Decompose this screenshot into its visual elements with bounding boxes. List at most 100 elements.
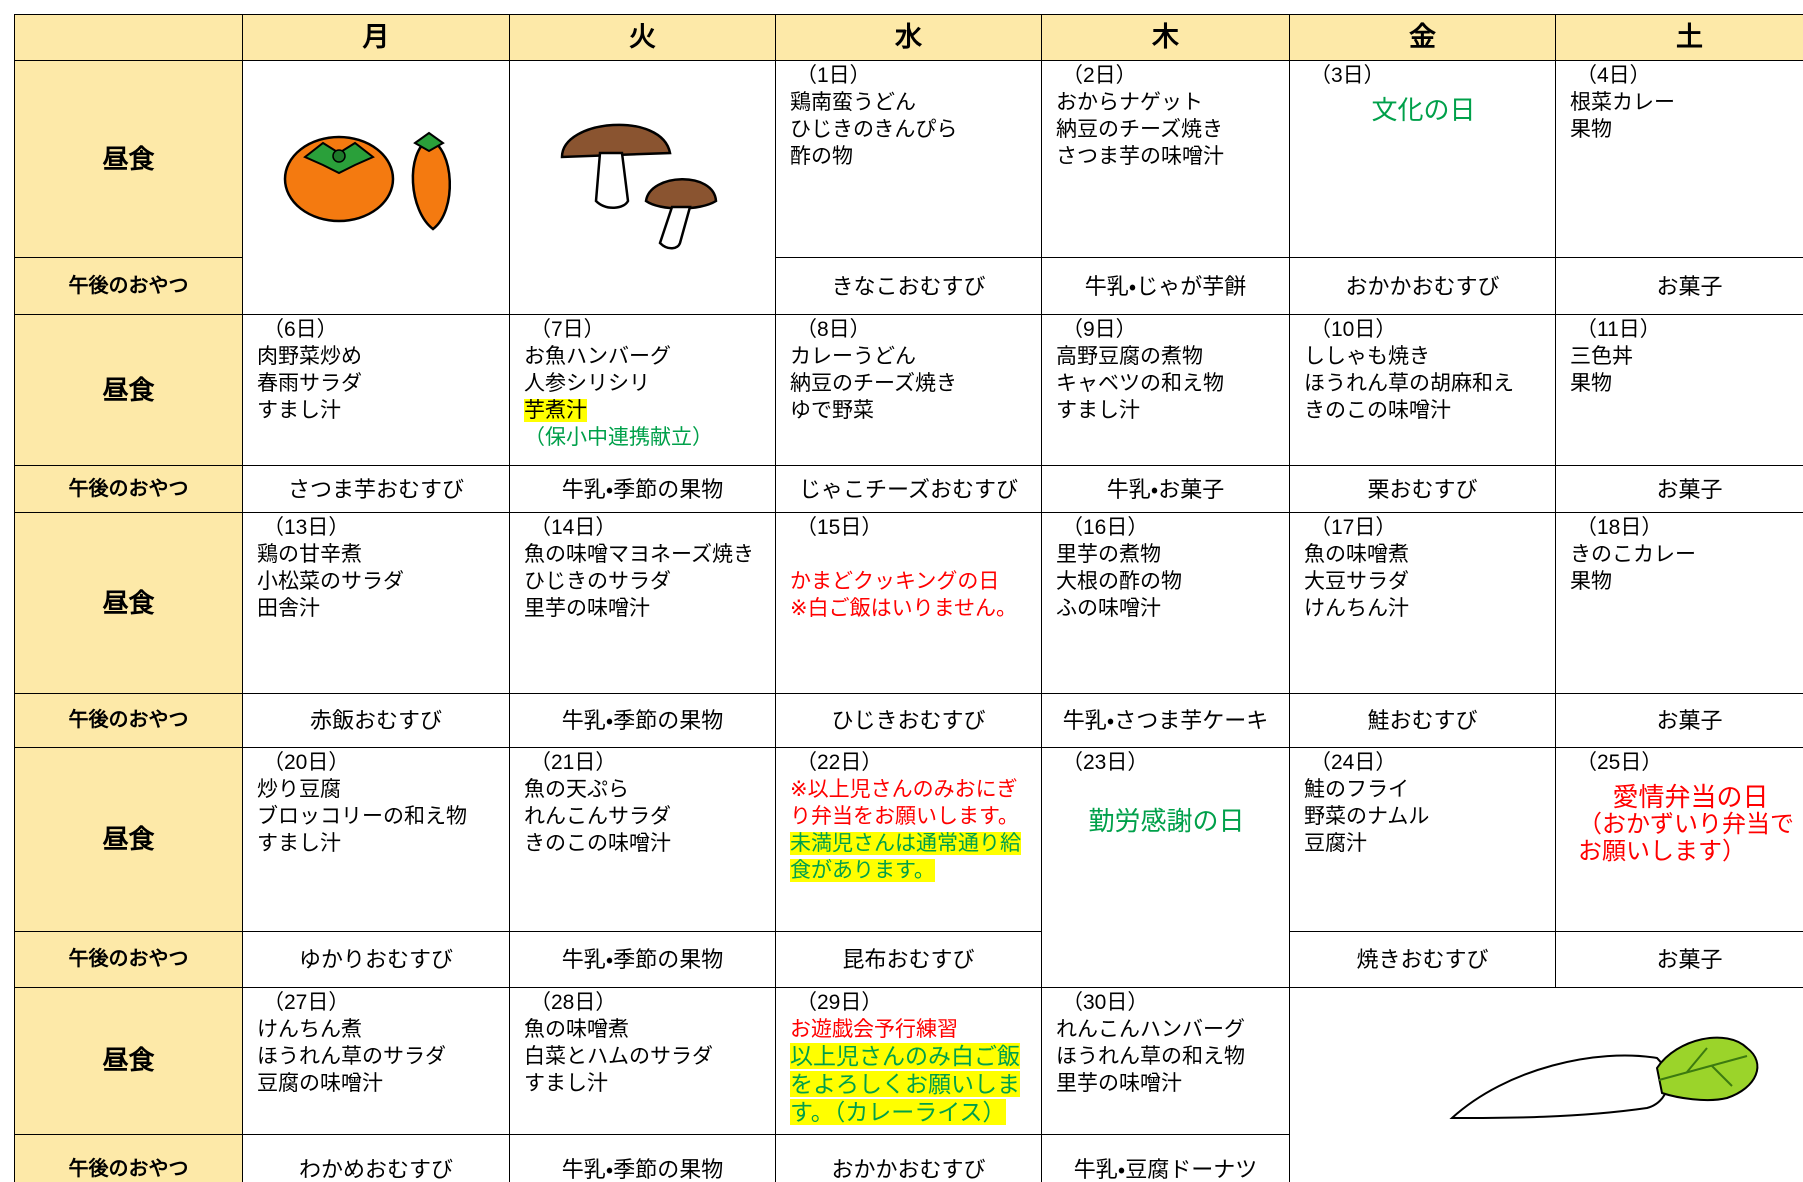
date: （29日） [796, 991, 883, 1014]
row-label: 昼食 [14, 747, 243, 932]
snack: 牛乳・季節の果物 [509, 1133, 776, 1182]
date: （25日） [1576, 751, 1663, 774]
mushroom-illustration [560, 123, 718, 250]
menu-item: おからナゲット [1056, 91, 1203, 114]
snack: 鮭おむすび [1289, 693, 1556, 748]
menu-item: 炒り豆腐 [257, 778, 341, 801]
menu-item: 魚の天ぷら [524, 778, 629, 801]
snack: 牛乳・さつま芋ケーキ [1041, 693, 1290, 748]
snack-row: 午後のおやつ わかめおむすび 牛乳・季節の果物 おかかおむすび 牛乳・豆腐ドーナ… [14, 1133, 1803, 1182]
menu-item: 肉野菜炒め [257, 345, 362, 368]
menu-item: きのこの味噌汁 [1304, 399, 1451, 422]
menu-item: 里芋の味噌汁 [524, 597, 650, 620]
snack: 牛乳・お菓子 [1041, 465, 1290, 513]
date: （17日） [1310, 516, 1397, 539]
menu-item: 白菜とハムのサラダ [524, 1045, 713, 1068]
holiday: 文化の日 [1371, 95, 1476, 125]
date: （30日） [1062, 991, 1149, 1014]
menu-note: かまどクッキングの日 [790, 570, 1000, 593]
row-label: 午後のおやつ [14, 931, 243, 988]
snack: 牛乳・じゃが芋餅 [1041, 257, 1290, 315]
menu-item: 魚の味噌煮 [1304, 543, 1409, 566]
snack: お菓子 [1555, 465, 1803, 513]
date: （2日） [1062, 64, 1137, 87]
menu-item: 納豆のチーズ焼き [790, 372, 957, 395]
menu-item: 三色丼 [1570, 345, 1633, 368]
menu-item: ひじきのきんぴら [790, 118, 958, 141]
menu-cell: （8日） カレーうどん 納豆のチーズ焼き ゆで野菜 [775, 314, 1042, 466]
day-header: 月 [242, 14, 510, 61]
menu-item: 田舎汁 [257, 597, 320, 620]
lunch-row: 昼食 （27日） けんちん煮 ほうれん草のサラダ 豆腐の味噌汁 （28日） 魚の… [14, 987, 1803, 1182]
menu-cell: （15日） かまどクッキングの日 ※白ご飯はいりません。 [775, 512, 1042, 694]
persimmon-illustration [283, 131, 452, 231]
image-cell [1289, 987, 1803, 1182]
date: （1日） [796, 64, 871, 87]
menu-item: すまし汁 [1056, 399, 1140, 422]
menu-item: 大豆サラダ [1304, 570, 1409, 593]
menu-item: 春雨サラダ [257, 372, 362, 395]
menu-item: 人参シリシリ [524, 372, 650, 395]
menu-item: 根菜カレー [1570, 91, 1675, 114]
menu-cell: （9日） 高野豆腐の煮物 キャベツの和え物 すまし汁 [1041, 314, 1290, 466]
date: （7日） [530, 318, 605, 341]
menu-cell: （25日） 愛情弁当の日 （おかずいり弁当でお願いします） [1555, 747, 1803, 932]
menu-note: （おかずいり弁当でお願いします） [1578, 811, 1794, 865]
menu-item: 高野豆腐の煮物 [1056, 345, 1203, 368]
date: （28日） [530, 991, 617, 1014]
row-label: 午後のおやつ [14, 693, 243, 748]
menu-cell: （20日） 炒り豆腐 ブロッコリーの和え物 すまし汁 [242, 747, 510, 932]
menu-item: 鮭のフライ [1304, 778, 1409, 801]
snack: 牛乳・豆腐ドーナツ [1041, 1133, 1290, 1182]
day-header: 木 [1041, 14, 1290, 61]
date: （27日） [263, 991, 350, 1014]
menu-item: ひじきのサラダ [524, 570, 671, 593]
image-cell [242, 60, 510, 315]
snack: 赤飯おむすび [242, 693, 510, 748]
date: （18日） [1576, 516, 1663, 539]
day-header: 土 [1555, 14, 1803, 61]
menu-item: 豆腐の味噌汁 [257, 1072, 383, 1095]
lunch-row: 昼食 （20日） 炒り豆腐 ブロッコリーの和え物 すまし汁 （21日） 魚の天ぷ… [14, 747, 1803, 988]
menu-item: 小松菜のサラダ [257, 570, 404, 593]
menu-note: お遊戯会予行練習 [790, 1018, 958, 1041]
date: （23日） [1062, 751, 1149, 774]
menu-item: 豆腐汁 [1304, 832, 1367, 855]
date: （24日） [1310, 751, 1397, 774]
menu-item: さつま芋の味噌汁 [1056, 145, 1224, 168]
holiday: 勤労感謝の日 [1088, 806, 1245, 836]
day-header: 金 [1289, 14, 1556, 61]
snack: ゆかりおむすび [242, 931, 510, 988]
snack: 牛乳・季節の果物 [509, 465, 776, 513]
menu-item: カレーうどん [790, 345, 916, 368]
menu-cell: （6日） 肉野菜炒め 春雨サラダ すまし汁 [242, 314, 510, 466]
menu-note: 以上児さんのみ白ご飯をよろしくお願いします。（カレーライス） [790, 1043, 1020, 1125]
menu-note: （保小中連携献立） [524, 426, 713, 449]
snack: お菓子 [1555, 257, 1803, 315]
snack: お菓子 [1555, 931, 1803, 988]
snack: お菓子 [1555, 693, 1803, 748]
menu-item: すまし汁 [524, 1072, 608, 1095]
menu-note: ※白ご飯はいりません。 [790, 597, 1017, 620]
menu-note: 愛情弁当の日 [1612, 782, 1769, 812]
row-label: 昼食 [14, 512, 243, 694]
date: （10日） [1310, 318, 1397, 341]
menu-item: ゆで野菜 [790, 399, 874, 422]
date: （21日） [530, 751, 617, 774]
lunch-row: 昼食 （1日） 鶏南蛮うどん ひじきのきんぴら 酢の物 （2日） おからナゲット… [14, 59, 1803, 315]
row-label: 昼食 [14, 59, 243, 259]
date: （4日） [1576, 64, 1651, 87]
menu-item: キャベツの和え物 [1056, 372, 1224, 395]
date: （13日） [263, 516, 350, 539]
menu-item: 納豆のチーズ焼き [1056, 118, 1223, 141]
date: （15日） [796, 516, 883, 539]
day-header: 水 [775, 14, 1042, 61]
date: （8日） [796, 318, 871, 341]
day-header: 火 [509, 14, 776, 61]
snack: 牛乳・季節の果物 [509, 931, 776, 988]
menu-cell: （17日） 魚の味噌煮 大豆サラダ けんちん汁 [1289, 512, 1556, 694]
snack: きなこおむすび [775, 257, 1042, 315]
